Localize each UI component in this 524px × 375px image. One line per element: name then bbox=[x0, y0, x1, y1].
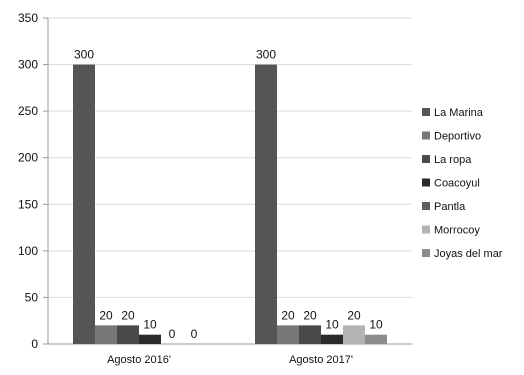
data-label: 20 bbox=[99, 308, 113, 322]
bar-0-3 bbox=[139, 334, 161, 344]
bar-0-0 bbox=[73, 64, 95, 345]
bar-0-1 bbox=[95, 325, 117, 344]
x-category-label: Agosto 2016' bbox=[107, 354, 171, 366]
data-label: 10 bbox=[325, 318, 339, 332]
x-category-label: Agosto 2017' bbox=[289, 354, 353, 366]
legend-entry: Joyas del mar bbox=[434, 248, 503, 260]
legend-entry: Pantla bbox=[434, 201, 466, 213]
legend-swatch bbox=[422, 178, 430, 187]
legend-swatch bbox=[422, 225, 430, 234]
legend-swatch bbox=[422, 249, 430, 257]
data-label: 20 bbox=[121, 308, 135, 322]
legend-swatch bbox=[422, 155, 430, 163]
bar-1-3 bbox=[321, 334, 343, 344]
y-tick-label: 100 bbox=[18, 244, 38, 258]
y-tick-label: 350 bbox=[18, 11, 38, 25]
legend: La Marina Deportivo La ropa Coacoyul Pantla M… bbox=[422, 107, 503, 260]
legend-swatch bbox=[422, 131, 430, 140]
data-labels: 300 20 20 10 0 0 300 20 20 10 20 10 bbox=[74, 48, 383, 341]
data-label: 300 bbox=[74, 48, 94, 62]
bar-0-2 bbox=[117, 325, 139, 344]
bar-1-1 bbox=[277, 325, 299, 344]
legend-swatch bbox=[422, 108, 430, 116]
data-label: 0 bbox=[169, 327, 176, 341]
y-tick-label: 300 bbox=[18, 58, 38, 72]
axes bbox=[47, 18, 412, 345]
bar-1-6 bbox=[365, 334, 387, 344]
data-label: 300 bbox=[256, 48, 276, 62]
data-label: 0 bbox=[191, 327, 198, 341]
legend-swatch bbox=[422, 202, 430, 210]
y-tick-label: 150 bbox=[18, 197, 38, 211]
data-label: 10 bbox=[143, 318, 157, 332]
y-tick-label: 50 bbox=[25, 290, 39, 304]
grid-lines bbox=[48, 17, 412, 298]
bar-1-0 bbox=[255, 64, 277, 345]
legend-entry: Coacoyul bbox=[434, 178, 480, 190]
y-tick-label: 0 bbox=[31, 337, 38, 351]
legend-entry: La Marina bbox=[434, 107, 484, 119]
legend-entry: La ropa bbox=[434, 154, 472, 166]
bar-1-2 bbox=[299, 325, 321, 344]
bar-1-5 bbox=[343, 325, 365, 344]
y-tick-label: 200 bbox=[18, 151, 38, 165]
data-label: 10 bbox=[369, 318, 383, 332]
category-labels: Agosto 2016' Agosto 2017' bbox=[107, 354, 353, 366]
y-axis-ticks: 0 50 100 150 200 250 300 350 bbox=[18, 11, 48, 351]
legend-entry: Deportivo bbox=[434, 131, 481, 143]
legend-entry: Morrocoy bbox=[434, 225, 480, 237]
data-label: 20 bbox=[303, 308, 317, 322]
y-tick-label: 250 bbox=[18, 104, 38, 118]
data-label: 20 bbox=[347, 308, 361, 322]
bars bbox=[73, 64, 387, 345]
data-label: 20 bbox=[281, 308, 295, 322]
